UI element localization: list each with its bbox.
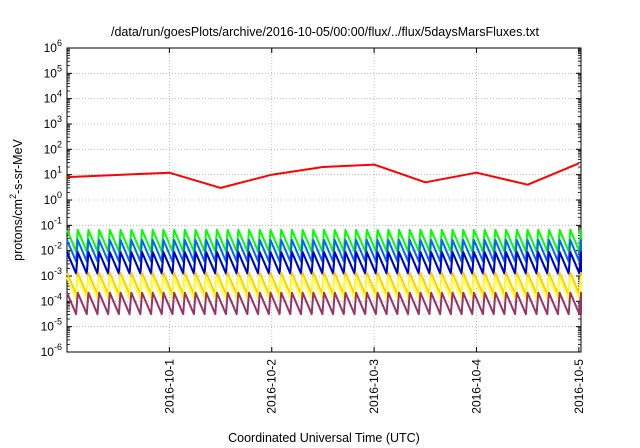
y-tick-label: 10-1 (41, 215, 62, 232)
y-tick-label: 10-5 (41, 317, 62, 334)
y-tick-label: 105 (44, 63, 62, 80)
x-tick-label: 2016-10-1 (162, 359, 176, 414)
y-tick-label: 10-6 (41, 342, 62, 359)
y-tick-label: 103 (44, 114, 62, 131)
y-tick-label: 101 (44, 165, 62, 182)
grid (67, 48, 581, 352)
x-tick-label: 2016-10-3 (367, 359, 381, 414)
series-line-4 (66, 251, 582, 275)
x-tick-label: 2016-10-2 (265, 359, 279, 414)
y-axis-label: protons/cm2-s-sr-MeV (8, 138, 25, 260)
y-tick-label: 106 (44, 38, 62, 55)
x-axis: 2016-10-1 2016-10-2 2016-10-3 2016-10-4 2016… (162, 48, 586, 414)
y-tick-label: 10-2 (41, 241, 62, 258)
plot-frame (66, 47, 582, 353)
x-tick-label: 2016-10-5 (572, 359, 586, 414)
y-tick-label: 100 (44, 190, 62, 207)
y-tick-label: 104 (44, 89, 62, 106)
series-line-6 (66, 276, 582, 300)
y-axis: 10-6 10-5 10-4 10-3 10-2 10-1 100 101 102 103 104 1… (41, 38, 581, 359)
y-tick-label: 102 (44, 139, 62, 156)
series-line-2 (66, 239, 582, 263)
series-line-5 (66, 271, 582, 296)
x-axis-label: Coordinated Universal Time (UTC) (228, 431, 420, 445)
x-tick-label: 2016-10-4 (469, 359, 483, 414)
y-tick-label: 10-3 (41, 266, 62, 283)
series-layer (66, 162, 582, 316)
series-line-1 (66, 228, 582, 253)
series-line-0 (66, 162, 580, 189)
y-tick-label: 10-4 (41, 291, 62, 308)
series-line-7 (66, 291, 582, 316)
chart-title: /data/run/goesPlots/archive/2016-10-05/0… (111, 25, 540, 39)
